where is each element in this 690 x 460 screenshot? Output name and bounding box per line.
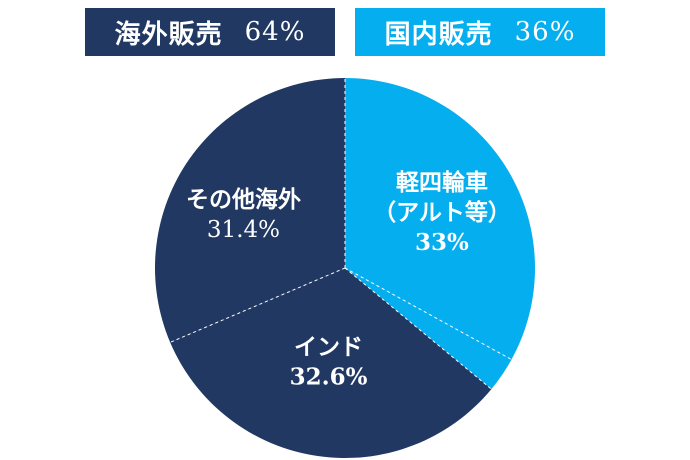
slice-divider-1 [344, 267, 512, 360]
pie-slice-2 [170, 268, 492, 459]
legend-domestic-percent: 36% [514, 17, 576, 47]
slice-0-name-label: 軽四輪車 [396, 169, 488, 196]
legend-overseas: 海外販売 64% [85, 8, 335, 56]
slice-0-name-label: （アルト等） [373, 199, 511, 226]
legend-overseas-label: 海外販売 [114, 19, 223, 50]
slice-divider-3 [169, 267, 346, 343]
slice-2-name-label: インド [294, 335, 363, 361]
slice-3-value-label: 31.4% [207, 217, 280, 243]
legend-domestic: 国内販売 36% [355, 8, 605, 56]
pie-slice-0 [345, 78, 536, 360]
pie-slice-1 [345, 268, 512, 390]
slice-0-value-label: 33% [415, 229, 469, 256]
legend-overseas-percent: 64% [244, 17, 306, 47]
slice-3-name-label: その他海外 [186, 186, 301, 213]
slice-divider-2 [344, 267, 492, 390]
slice-2-value-label: 32.6% [290, 364, 368, 391]
legend-domestic-label: 国内販売 [384, 19, 493, 50]
pie-slice-3 [154, 78, 345, 343]
